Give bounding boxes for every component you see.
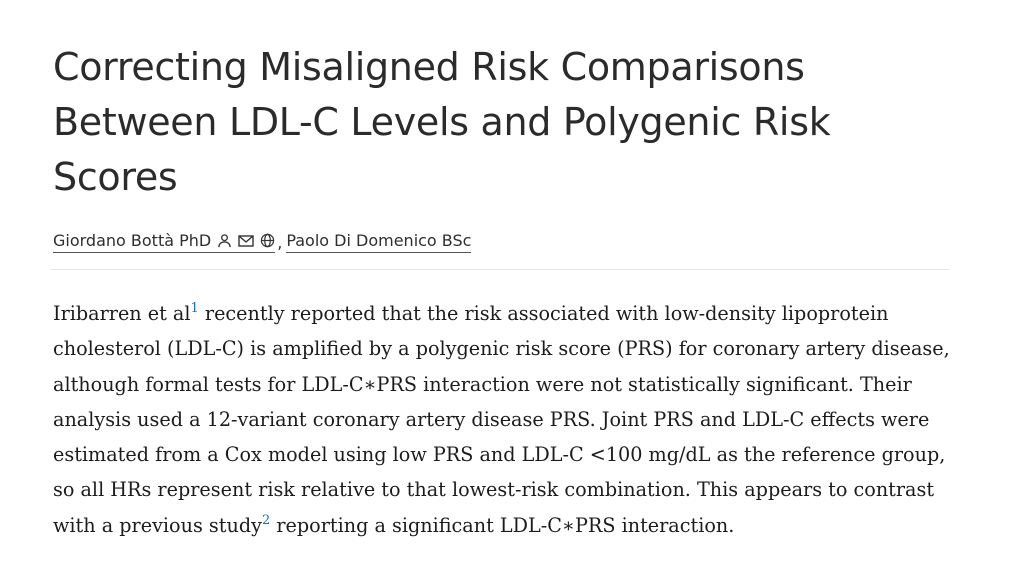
author-list: Giordano Bottà PhD — [53, 229, 953, 255]
email-icon[interactable] — [238, 234, 254, 248]
body-text: reporting a significant LDL-C∗PRS intera… — [270, 513, 735, 537]
author-link-di-domenico[interactable]: Paolo Di Domenico BSc — [286, 231, 472, 253]
reference-link-1[interactable]: 1 — [190, 301, 199, 316]
author-name: Paolo Di Domenico BSc — [286, 231, 472, 250]
body-text: Iribarren et al — [53, 302, 191, 325]
title-line-3: Scores — [53, 155, 178, 199]
article-title: Correcting Misaligned Risk Comparisons B… — [53, 40, 953, 205]
author-link-botta[interactable]: Giordano Bottà PhD — [53, 231, 276, 253]
body-text: recently reported that the risk associat… — [53, 302, 950, 537]
title-line-1: Correcting Misaligned Risk Comparisons — [53, 45, 805, 89]
author-name: Giordano Bottà PhD — [53, 231, 212, 250]
title-line-2: Between LDL-C Levels and Polygenic Risk — [53, 100, 831, 144]
person-icon[interactable] — [217, 233, 232, 248]
author-separator: , — [277, 232, 283, 252]
divider — [51, 269, 949, 270]
author-icons — [217, 233, 275, 248]
globe-icon[interactable] — [260, 233, 275, 248]
article: Correcting Misaligned Risk Comparisons B… — [51, 40, 953, 543]
reference-link-2[interactable]: 2 — [261, 512, 271, 528]
article-body-paragraph: Iribarren et al1 recently reported that … — [53, 296, 958, 543]
